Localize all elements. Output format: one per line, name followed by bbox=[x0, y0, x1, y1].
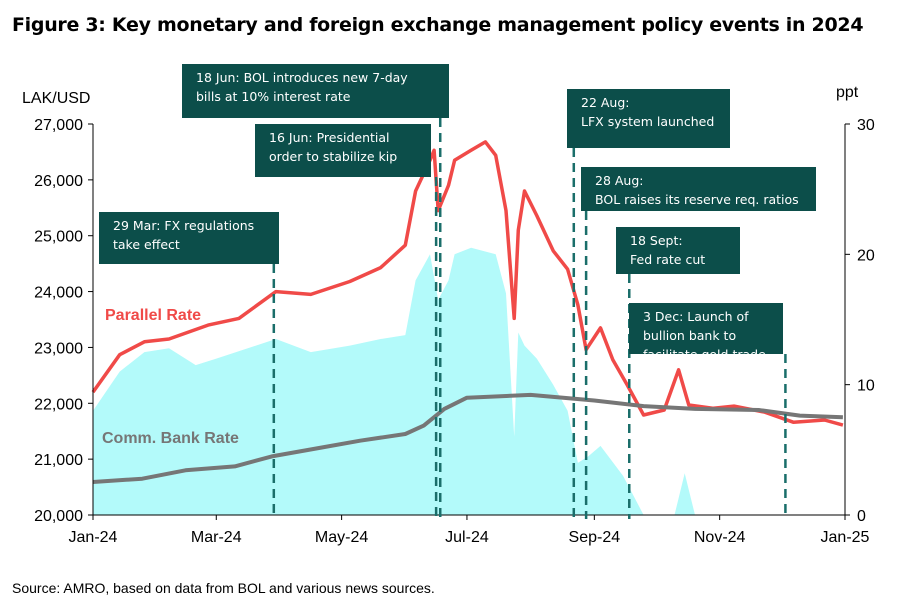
event-annotation: 28 Aug: BOL raises its reserve req. ratio… bbox=[581, 167, 816, 211]
parallel-rate-line bbox=[91, 140, 844, 427]
spread-area bbox=[93, 247, 843, 516]
event-annotation-line: 18 Sept: bbox=[630, 233, 683, 248]
figure-title: Figure 3: Key monetary and foreign excha… bbox=[12, 14, 864, 36]
y-right-tick-label: 20 bbox=[857, 247, 875, 264]
y-right-axis-label: ppt bbox=[836, 84, 859, 101]
event-annotation-line: 28 Aug: bbox=[595, 173, 644, 188]
x-tick-label: Sep-24 bbox=[569, 529, 621, 546]
x-tick-label: Nov-24 bbox=[694, 529, 746, 546]
x-tick-label: May-24 bbox=[315, 529, 368, 546]
event-annotation-line: bills at 10% interest rate bbox=[196, 89, 351, 104]
y-left-tick-label: 20,000 bbox=[34, 508, 83, 525]
x-tick-label: Jan-24 bbox=[69, 529, 118, 546]
event-annotation: 22 Aug: LFX system launched bbox=[567, 89, 730, 148]
y-left-tick-label: 26,000 bbox=[34, 173, 83, 190]
parallel-rate-label: Parallel Rate bbox=[105, 307, 201, 324]
event-annotation-line: 16 Jun: Presidential bbox=[269, 130, 390, 145]
event-annotation: 29 Mar: FX regulations take effect bbox=[99, 212, 279, 264]
y-left-tick-label: 24,000 bbox=[34, 285, 83, 302]
y-right-tick-label: 0 bbox=[857, 508, 866, 525]
event-annotation: 18 Sept: Fed rate cut bbox=[616, 227, 740, 274]
event-annotation-line: order to stabilize kip bbox=[269, 149, 398, 164]
event-annotation-line: LFX system launched bbox=[581, 114, 715, 129]
event-annotation-line: 18 Jun: BOL introduces new 7-day bbox=[196, 70, 408, 85]
event-annotation-line: 29 Mar: FX regulations bbox=[113, 218, 255, 233]
y-left-tick-label: 27,000 bbox=[34, 117, 83, 134]
y-left-tick-label: 23,000 bbox=[34, 340, 83, 357]
x-tick-label: Mar-24 bbox=[191, 529, 242, 546]
event-annotation: 18 Jun: BOL introduces new 7-day bills at… bbox=[182, 64, 449, 118]
event-annotation: 3 Dec: Launch of bullion bank to facilitat… bbox=[629, 303, 783, 362]
y-left-tick-label: 22,000 bbox=[34, 396, 83, 413]
source-note: Source: AMRO, based on data from BOL and… bbox=[12, 580, 435, 596]
event-annotation-line: 3 Dec: Launch of bbox=[643, 309, 749, 324]
event-annotation-line: take effect bbox=[113, 237, 180, 252]
event-annotation-line: bullion bank to bbox=[643, 328, 737, 343]
x-tick-label: Jan-25 bbox=[821, 529, 870, 546]
y-right-tick-label: 30 bbox=[857, 117, 875, 134]
event-annotation-line: BOL raises its reserve req. ratios bbox=[595, 192, 799, 207]
event-annotation-line: facilitate gold trade bbox=[643, 347, 766, 362]
y-right-tick-label: 10 bbox=[857, 378, 875, 395]
event-annotation-line: 22 Aug: bbox=[581, 95, 630, 110]
event-annotation: 16 Jun: Presidential order to stabilize k… bbox=[255, 124, 431, 177]
y-left-tick-label: 25,000 bbox=[34, 229, 83, 246]
x-tick-label: Jul-24 bbox=[445, 529, 489, 546]
comm-bank-rate-line bbox=[92, 392, 843, 484]
y-left-tick-label: 21,000 bbox=[34, 452, 83, 469]
event-annotation-line: Fed rate cut bbox=[630, 252, 706, 267]
comm-bank-rate-label: Comm. Bank Rate bbox=[102, 430, 239, 447]
y-left-axis-label: LAK/USD bbox=[22, 90, 90, 107]
